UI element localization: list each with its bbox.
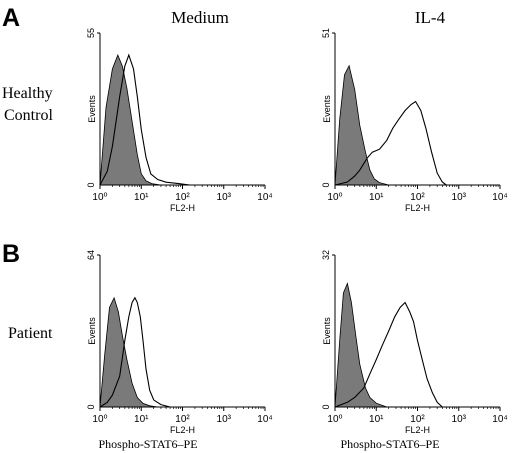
x-tick-label: 10¹ (134, 414, 149, 425)
filled-histogram-isotype (334, 64, 389, 186)
row-label-patient: Patient (8, 325, 53, 342)
x-tick-label: 10⁰ (92, 192, 107, 203)
x-tick-label: 10¹ (369, 192, 384, 203)
x-tick-label: 10⁰ (327, 414, 342, 425)
y-axis-label: Events (322, 317, 332, 345)
column-title-il4: IL-4 (415, 8, 446, 27)
x-tick-label: 10⁰ (327, 192, 342, 203)
row-label-healthy: Healthy (2, 85, 53, 102)
y-axis-label: Events (87, 317, 97, 345)
histogram-b-il4: 32 0 Events 10⁰ 10¹ 10² 10³ 10⁴ FL2-H (321, 250, 508, 435)
panel-letter-a: A (2, 4, 20, 32)
x-tick-label: 10⁴ (492, 414, 507, 425)
y-max-label: 32 (321, 250, 331, 260)
histogram-a-medium: 55 0 Events 10⁰ 10¹ 10² 10³ 10⁴ FL2-H (86, 28, 273, 213)
x-tick-label: 10⁴ (257, 192, 272, 203)
filled-histogram-isotype (334, 282, 387, 408)
x-tick-label: 10³ (452, 192, 467, 203)
x-tick-label: 10² (410, 414, 425, 425)
x-tick-label: 10³ (452, 414, 467, 425)
open-histogram-phospho-stat6 (334, 100, 447, 186)
panel-letter-b: B (2, 240, 20, 268)
open-histogram-phospho-stat6 (99, 53, 190, 186)
x-tick-label: 10⁰ (92, 414, 107, 425)
x-tick-label: 10³ (217, 192, 232, 203)
y-max-label: 55 (86, 28, 96, 38)
x-tick-label: 10² (175, 192, 190, 203)
y-max-label: 64 (86, 250, 96, 260)
y-min-label: 0 (86, 182, 96, 187)
x-tick-label: 10² (410, 192, 425, 203)
open-histogram-phospho-stat6 (334, 301, 443, 408)
y-min-label: 0 (86, 404, 96, 409)
x-tick-label: 10⁴ (257, 414, 272, 425)
x-tick-label: 10¹ (134, 192, 149, 203)
x-tick-label: 10² (175, 414, 190, 425)
x-axis-title-right: Phospho-STAT6–PE (340, 437, 439, 451)
filled-histogram-isotype (99, 54, 161, 186)
x-axis-label: FL2-H (405, 425, 430, 435)
row-label-control: Control (4, 107, 53, 124)
x-axis-label: FL2-H (170, 425, 195, 435)
x-axis-label: FL2-H (170, 203, 195, 213)
x-tick-label: 10⁴ (492, 192, 507, 203)
column-title-medium: Medium (171, 8, 229, 27)
y-min-label: 0 (321, 182, 331, 187)
open-histogram-phospho-stat6 (99, 296, 171, 408)
filled-histogram-isotype (99, 296, 158, 408)
y-axis-label: Events (87, 95, 97, 123)
x-tick-label: 10³ (217, 414, 232, 425)
histogram-a-il4: 51 0 Events 10⁰ 10¹ 10² 10³ 10⁴ FL2-H (321, 28, 508, 213)
x-tick-label: 10¹ (369, 414, 384, 425)
histogram-b-medium: 64 0 Events 10⁰ 10¹ 10² 10³ 10⁴ FL2-H (86, 250, 273, 435)
x-axis-title-left: Phospho-STAT6–PE (98, 437, 197, 451)
y-max-label: 51 (321, 28, 331, 38)
x-axis-label: FL2-H (405, 203, 430, 213)
y-axis-label: Events (322, 95, 332, 123)
y-min-label: 0 (321, 404, 331, 409)
